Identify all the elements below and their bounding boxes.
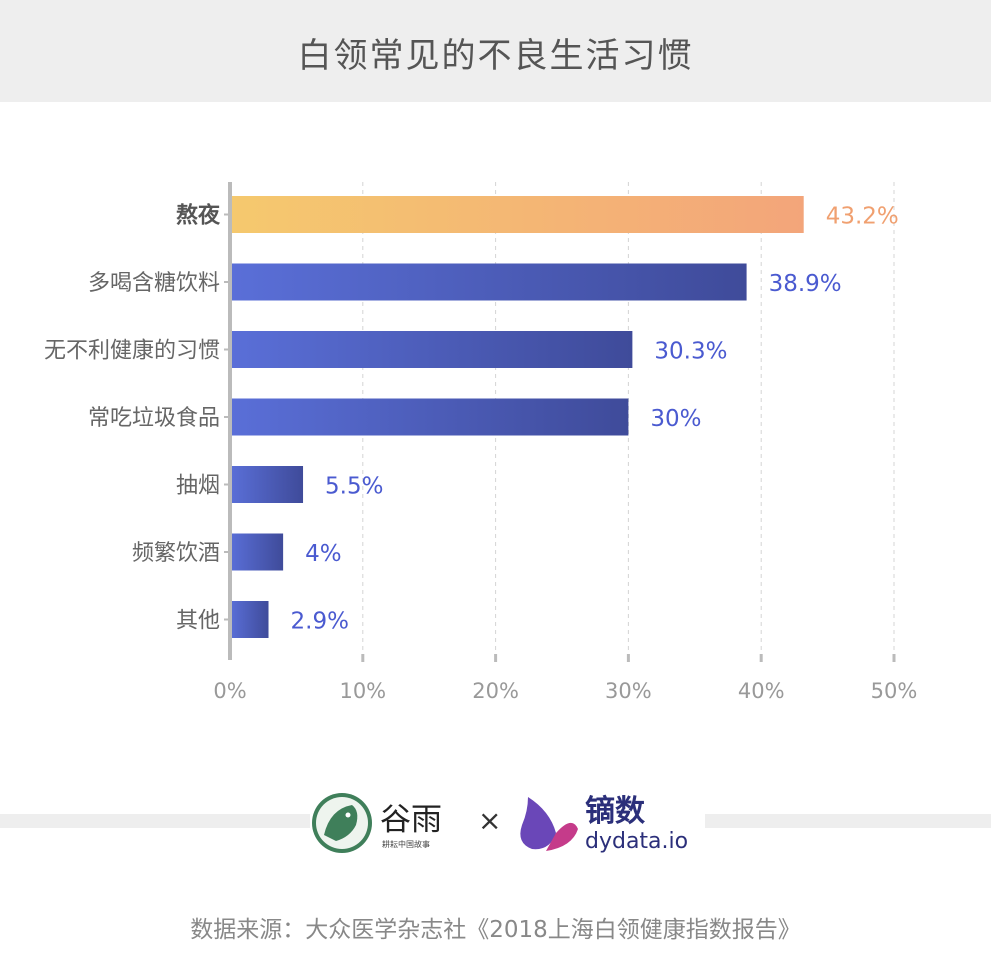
- value-label: 38.9%: [769, 271, 842, 297]
- value-label: 2.9%: [291, 609, 349, 635]
- dydata-logo: 镝数 dydata.io: [520, 794, 688, 854]
- footer-band-right: [703, 814, 991, 828]
- bar: [230, 466, 304, 503]
- axes: [224, 182, 896, 662]
- guyu-name: 谷雨: [380, 802, 442, 838]
- category-label: 其他: [176, 609, 220, 634]
- bar: [230, 331, 633, 368]
- x-tick-label: 0%: [213, 679, 246, 702]
- category-label: 常吃垃圾食品: [88, 406, 220, 431]
- labels: 0% 10% 20% 30% 40% 50% 熬夜 43.2% 多喝含糖饮料 38.9% 无不利健康…: [44, 203, 917, 703]
- bars: [230, 196, 804, 638]
- value-label: 30.3%: [654, 339, 727, 365]
- bar-chart: 0% 10% 20% 30% 40% 50% 熬夜 43.2% 多喝含糖饮料 38.9% 无不利健康…: [44, 182, 917, 703]
- footer-band-left: [0, 814, 318, 828]
- x-tick-label: 50%: [871, 679, 918, 702]
- x-tick-label: 30%: [605, 679, 652, 702]
- guyu-subtitle: 耕耘中国故事: [382, 839, 430, 849]
- bar: [230, 533, 284, 571]
- category-label: 抽烟: [176, 474, 220, 499]
- category-label: 熬夜: [176, 203, 221, 229]
- bar: [230, 601, 269, 638]
- x-tick-label: 40%: [738, 679, 785, 702]
- guyu-logo: 谷雨 耕耘中国故事: [312, 793, 442, 853]
- dydata-name-en: dydata.io: [585, 829, 688, 854]
- category-label: 频繁饮酒: [132, 541, 220, 566]
- header-band: [0, 0, 991, 102]
- value-label: 43.2%: [826, 204, 899, 230]
- bar: [230, 196, 804, 233]
- value-label: 4%: [305, 541, 342, 567]
- x-tick-label: 20%: [472, 679, 519, 702]
- times-icon: ×: [478, 804, 501, 837]
- bar: [230, 263, 747, 301]
- category-label: 多喝含糖饮料: [88, 271, 220, 296]
- partner-logos: 谷雨 耕耘中国故事 × 镝数 dydata.io: [310, 785, 705, 857]
- category-label: 无不利健康的习惯: [44, 339, 220, 364]
- chart-title: 白领常见的不良生活习惯: [297, 36, 694, 76]
- x-tick-label: 10%: [339, 679, 386, 702]
- value-label: 30%: [650, 406, 701, 432]
- source-note: 数据来源：大众医学杂志社《2018上海白领健康指数报告》: [190, 917, 801, 943]
- dydata-name-cn: 镝数: [585, 794, 646, 829]
- bar: [230, 398, 629, 436]
- value-label: 5.5%: [325, 474, 383, 500]
